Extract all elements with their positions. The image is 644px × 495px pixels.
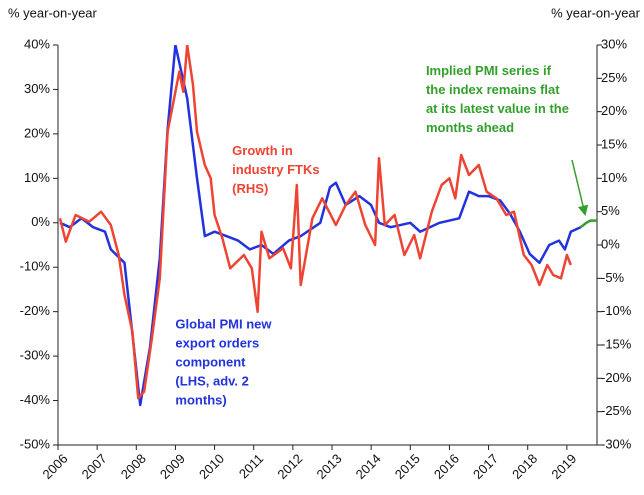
y2-tick-label: 15% (601, 136, 627, 151)
x-tick-label: 2013 (313, 451, 344, 482)
annotation: industry FTKs (232, 162, 319, 177)
y-axis-label: % year-on-year (8, 5, 98, 20)
annotation: export orders (175, 335, 259, 350)
series-line (59, 45, 582, 407)
y2-axis-label: % year-on-year (551, 5, 641, 20)
y-tick-label: -10% (20, 259, 51, 274)
annotation: (RHS) (232, 181, 268, 196)
annotation: months) (175, 392, 226, 407)
y2-tick-label: -25% (601, 403, 632, 418)
x-tick-label: 2018 (509, 451, 540, 482)
y2-tick-label: -20% (601, 370, 632, 385)
x-tick-label: 2008 (118, 451, 149, 482)
x-tick-label: 2012 (274, 451, 305, 482)
x-tick-label: 2007 (79, 451, 110, 482)
y-tick-label: -40% (20, 392, 51, 407)
y-tick-label: -20% (20, 303, 51, 318)
y-tick-label: -50% (20, 436, 51, 451)
x-tick-label: 2015 (392, 451, 423, 482)
y2-tick-label: 5% (601, 203, 620, 218)
series-line (579, 219, 597, 229)
y-tick-label: 20% (24, 125, 50, 140)
plot-area (58, 45, 597, 407)
annotation: the index remains flat (426, 82, 560, 97)
y2-tick-label: -10% (601, 303, 632, 318)
annotation: months ahead (426, 120, 514, 135)
x-tick-label: 2006 (39, 451, 70, 482)
annotation: at its latest value in the (426, 101, 569, 116)
annotation: component (175, 354, 246, 369)
x-tick-label: 2014 (353, 451, 384, 482)
y-tick-label: 0% (31, 214, 50, 229)
x-tick-label: 2019 (548, 451, 579, 482)
y2-tick-label: -5% (601, 270, 625, 285)
annotation: Implied PMI series if (426, 63, 552, 78)
y2-tick-label: 0% (601, 236, 620, 251)
x-tick-label: 2010 (196, 451, 227, 482)
y2-tick-label: 10% (601, 170, 627, 185)
x-tick-label: 2009 (157, 451, 188, 482)
y-tick-label: 10% (24, 170, 50, 185)
y2-tick-label: 30% (601, 36, 627, 51)
series-line (58, 45, 572, 400)
y2-tick-label: 25% (601, 70, 627, 85)
y2-tick-label: -15% (601, 336, 632, 351)
y-tick-label: 30% (24, 81, 50, 96)
x-tick-label: 2011 (236, 451, 266, 481)
annotation: Global PMI new (175, 316, 272, 331)
y2-tick-label: -30% (601, 436, 632, 451)
x-tick-label: 2016 (431, 451, 462, 482)
y-tick-label: -30% (20, 348, 51, 363)
y2-tick-label: 20% (601, 103, 627, 118)
annotation: Growth in (232, 143, 293, 158)
annotation: (LHS, adv. 2 (175, 373, 248, 388)
annotation-arrow (571, 159, 589, 217)
y-tick-label: 40% (24, 36, 50, 51)
x-tick-label: 2017 (470, 451, 501, 482)
